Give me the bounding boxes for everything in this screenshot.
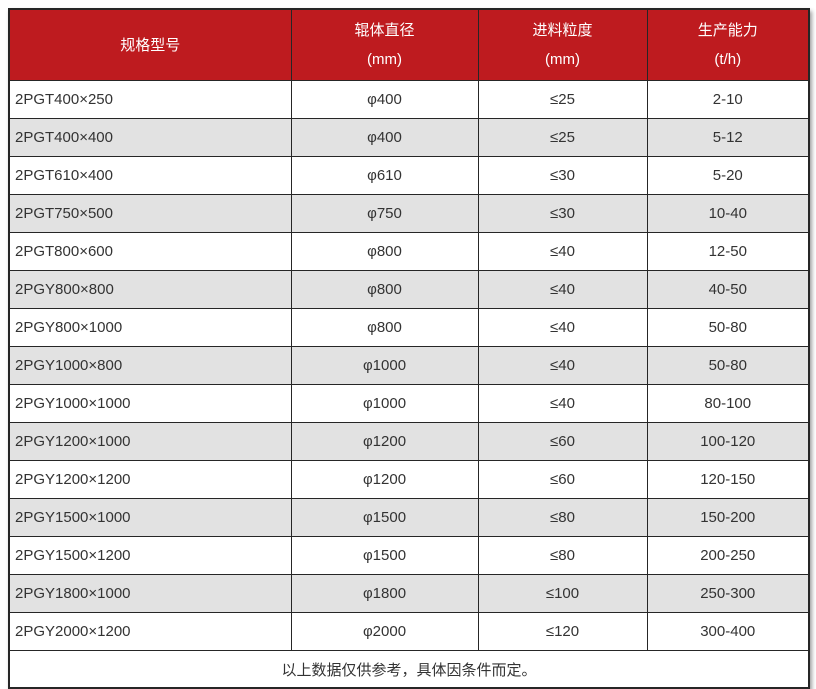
table-row: 2PGY800×1000 φ800 ≤40 50-80 xyxy=(8,308,810,347)
roller-diameter-cell: φ1500 xyxy=(290,536,479,575)
capacity-cell: 12-50 xyxy=(646,232,810,271)
col-header-model: 规格型号 xyxy=(8,8,292,81)
capacity-cell: 200-250 xyxy=(646,536,810,575)
model-cell: 2PGY800×1000 xyxy=(8,308,292,347)
col-header-roller-diameter-label: 辊体直径 xyxy=(354,22,415,39)
capacity-cell: 150-200 xyxy=(646,498,810,537)
model-cell: 2PGY2000×1200 xyxy=(8,612,292,651)
feed-size-cell: ≤60 xyxy=(477,422,648,461)
feed-size-cell: ≤40 xyxy=(477,232,648,271)
feed-size-cell: ≤60 xyxy=(477,460,648,499)
table-row: 2PGY1500×1000 φ1500 ≤80 150-200 xyxy=(8,498,810,537)
roller-diameter-cell: φ1200 xyxy=(290,422,479,461)
capacity-cell: 5-20 xyxy=(646,156,810,195)
model-cell: 2PGY800×800 xyxy=(8,270,292,309)
capacity-cell: 100-120 xyxy=(646,422,810,461)
capacity-cell: 250-300 xyxy=(646,574,810,613)
model-cell: 2PGY1500×1200 xyxy=(8,536,292,575)
table-body: 2PGT400×250 φ400 ≤25 2-10 2PGT400×400 φ400 ≤25… xyxy=(8,80,810,651)
model-cell: 2PGY1500×1000 xyxy=(8,498,292,537)
feed-size-cell: ≤25 xyxy=(477,80,648,119)
col-header-capacity: 生产能力 (t/h) xyxy=(646,8,810,81)
spec-table: 规格型号 辊体直径 (mm) 进料粒度 (mm) 生产能力 (t/h) 2PGT… xyxy=(8,8,810,689)
table-row: 2PGT800×600 φ800 ≤40 12-50 xyxy=(8,232,810,271)
roller-diameter-cell: φ800 xyxy=(290,270,479,309)
table-row: 2PGY1800×1000 φ1800 ≤100 250-300 xyxy=(8,574,810,613)
col-header-capacity-label: 生产能力 xyxy=(697,22,758,39)
table-row: 2PGY1200×1000 φ1200 ≤60 100-120 xyxy=(8,422,810,461)
model-cell: 2PGY1800×1000 xyxy=(8,574,292,613)
roller-diameter-cell: φ1000 xyxy=(290,346,479,385)
feed-size-cell: ≤30 xyxy=(477,194,648,233)
model-cell: 2PGT400×250 xyxy=(8,80,292,119)
col-header-model-label: 规格型号 xyxy=(120,36,181,54)
feed-size-cell: ≤40 xyxy=(477,270,648,309)
col-header-feed-size-label: 进料粒度 xyxy=(532,22,593,39)
roller-diameter-cell: φ800 xyxy=(290,232,479,271)
capacity-cell: 300-400 xyxy=(646,612,810,651)
feed-size-cell: ≤40 xyxy=(477,384,648,423)
table-row: 2PGY2000×1200 φ2000 ≤120 300-400 xyxy=(8,612,810,651)
feed-size-cell: ≤40 xyxy=(477,346,648,385)
footnote-row: 以上数据仅供参考，具体因条件而定。 xyxy=(8,650,810,689)
capacity-cell: 50-80 xyxy=(646,308,810,347)
model-cell: 2PGT800×600 xyxy=(8,232,292,271)
table-footer: 以上数据仅供参考，具体因条件而定。 xyxy=(8,650,810,689)
table-row: 2PGY1500×1200 φ1500 ≤80 200-250 xyxy=(8,536,810,575)
col-header-feed-size: 进料粒度 (mm) xyxy=(477,8,648,81)
capacity-cell: 10-40 xyxy=(646,194,810,233)
model-cell: 2PGY1000×800 xyxy=(8,346,292,385)
capacity-cell: 120-150 xyxy=(646,460,810,499)
table-row: 2PGY1000×800 φ1000 ≤40 50-80 xyxy=(8,346,810,385)
roller-diameter-cell: φ1500 xyxy=(290,498,479,537)
table-row: 2PGY1200×1200 φ1200 ≤60 120-150 xyxy=(8,460,810,499)
roller-diameter-cell: φ800 xyxy=(290,308,479,347)
roller-diameter-cell: φ1800 xyxy=(290,574,479,613)
model-cell: 2PGT750×500 xyxy=(8,194,292,233)
model-cell: 2PGT610×400 xyxy=(8,156,292,195)
table-row: 2PGT610×400 φ610 ≤30 5-20 xyxy=(8,156,810,195)
table-row: 2PGT750×500 φ750 ≤30 10-40 xyxy=(8,194,810,233)
col-header-feed-size-unit: (mm) xyxy=(545,51,580,68)
capacity-cell: 50-80 xyxy=(646,346,810,385)
feed-size-cell: ≤100 xyxy=(477,574,648,613)
col-header-roller-diameter-unit: (mm) xyxy=(367,51,402,68)
roller-diameter-cell: φ1200 xyxy=(290,460,479,499)
roller-diameter-cell: φ1000 xyxy=(290,384,479,423)
roller-diameter-cell: φ400 xyxy=(290,118,479,157)
col-header-capacity-unit: (t/h) xyxy=(714,51,742,68)
roller-diameter-cell: φ610 xyxy=(290,156,479,195)
feed-size-cell: ≤80 xyxy=(477,498,648,537)
capacity-cell: 40-50 xyxy=(646,270,810,309)
roller-diameter-cell: φ2000 xyxy=(290,612,479,651)
table-row: 2PGT400×250 φ400 ≤25 2-10 xyxy=(8,80,810,119)
table-row: 2PGY800×800 φ800 ≤40 40-50 xyxy=(8,270,810,309)
header-row: 规格型号 辊体直径 (mm) 进料粒度 (mm) 生产能力 (t/h) xyxy=(8,8,810,81)
table-row: 2PGY1000×1000 φ1000 ≤40 80-100 xyxy=(8,384,810,423)
roller-diameter-cell: φ750 xyxy=(290,194,479,233)
table-header: 规格型号 辊体直径 (mm) 进料粒度 (mm) 生产能力 (t/h) xyxy=(8,8,810,81)
model-cell: 2PGY1200×1000 xyxy=(8,422,292,461)
model-cell: 2PGY1200×1200 xyxy=(8,460,292,499)
table-row: 2PGT400×400 φ400 ≤25 5-12 xyxy=(8,118,810,157)
capacity-cell: 2-10 xyxy=(646,80,810,119)
model-cell: 2PGY1000×1000 xyxy=(8,384,292,423)
feed-size-cell: ≤80 xyxy=(477,536,648,575)
footnote-text: 以上数据仅供参考，具体因条件而定。 xyxy=(8,650,810,689)
feed-size-cell: ≤120 xyxy=(477,612,648,651)
col-header-roller-diameter: 辊体直径 (mm) xyxy=(290,8,479,81)
capacity-cell: 80-100 xyxy=(646,384,810,423)
model-cell: 2PGT400×400 xyxy=(8,118,292,157)
feed-size-cell: ≤25 xyxy=(477,118,648,157)
roller-diameter-cell: φ400 xyxy=(290,80,479,119)
feed-size-cell: ≤40 xyxy=(477,308,648,347)
feed-size-cell: ≤30 xyxy=(477,156,648,195)
capacity-cell: 5-12 xyxy=(646,118,810,157)
